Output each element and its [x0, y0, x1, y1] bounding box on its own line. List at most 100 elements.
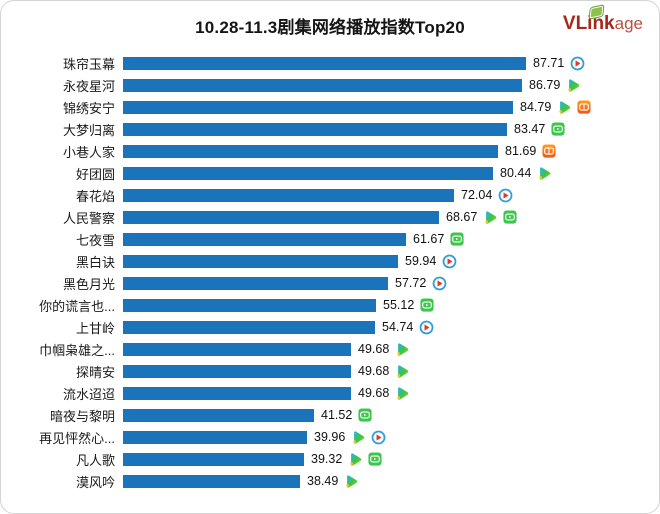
chart-row: 再见怦然心... 39.96: [13, 426, 651, 448]
bar: [123, 210, 439, 224]
bar-label: 人民警察: [62, 210, 115, 226]
youku-icon: [371, 430, 386, 445]
bar-value: 38.49: [307, 474, 339, 488]
chart-title: 10.28-11.3剧集网络播放指数Top20: [195, 18, 465, 37]
platform-icons: [358, 407, 373, 423]
chart-row: 凡人歌 39.32: [13, 448, 651, 470]
bar: [123, 166, 493, 180]
bar: [123, 78, 522, 92]
bar-value: 87.71: [533, 56, 565, 70]
platform-icons: [420, 297, 435, 313]
chart-row: 漠风吟 38.49: [13, 470, 651, 492]
bar-label: 好团圆: [75, 166, 115, 182]
bar-label: 巾帼枭雄之...: [39, 342, 115, 358]
tencent-video-icon: [566, 78, 581, 93]
bar: [123, 320, 375, 334]
bar-value: 81.69: [505, 144, 537, 158]
platform-icons: [570, 56, 585, 71]
bar-value: 84.79: [520, 100, 552, 114]
platform-icons: [483, 209, 518, 225]
youku-icon: [570, 56, 585, 71]
bar: [123, 364, 351, 378]
bar-value: 54.74: [382, 320, 414, 334]
bar: [123, 56, 526, 70]
platform-icons: [395, 364, 410, 379]
chart-row: 暗夜与黎明 41.52: [13, 404, 651, 426]
bar: [123, 430, 307, 444]
chart-row: 黑色月光 57.72: [13, 272, 651, 294]
iqiyi-icon: [450, 231, 465, 247]
bar-value: 57.72: [395, 276, 427, 290]
bar: [123, 452, 304, 466]
bar: [123, 408, 314, 422]
bar-label: 流水迢迢: [62, 386, 115, 402]
bar-label: 锦绣安宁: [62, 100, 115, 116]
bar-label: 漠风吟: [75, 474, 115, 490]
chart-row: 大梦归离 83.47: [13, 118, 651, 140]
bar-label: 你的谎言也...: [39, 298, 115, 314]
tencent-video-icon: [537, 166, 552, 181]
mango-tv-icon: [542, 143, 557, 159]
chart-row: 春花焰 72.04: [13, 184, 651, 206]
bar-value: 41.52: [321, 408, 353, 422]
bar-value: 61.67: [413, 232, 445, 246]
platform-icons: [432, 276, 447, 291]
bar: [123, 232, 406, 246]
bar: [123, 188, 454, 202]
logo-text-secondary: age: [614, 14, 643, 33]
iqiyi-icon: [503, 209, 518, 225]
bar-label: 上甘岭: [75, 320, 115, 336]
bar-value: 39.96: [314, 430, 346, 444]
tencent-video-icon: [395, 342, 410, 357]
bar: [123, 474, 300, 488]
bar: [123, 276, 388, 290]
chart-row: 探晴安 49.68: [13, 360, 651, 382]
bar-label: 小巷人家: [62, 144, 115, 160]
bar-value: 49.68: [358, 386, 390, 400]
youku-icon: [432, 276, 447, 291]
mango-tv-icon: [577, 99, 592, 115]
logo-text-primary: VLink: [562, 13, 615, 34]
bar: [123, 254, 398, 268]
chart-row: 小巷人家 81.69: [13, 140, 651, 162]
chart-row: 黑白诀 59.94: [13, 250, 651, 272]
bar-value: 80.44: [500, 166, 532, 180]
bar-value: 49.68: [358, 342, 390, 356]
bar-value: 59.94: [405, 254, 437, 268]
platform-icons: [551, 121, 566, 137]
tencent-video-icon: [483, 210, 498, 225]
bar: [123, 386, 351, 400]
platform-icons: [557, 99, 592, 115]
bar-value: 49.68: [358, 364, 390, 378]
bar-value: 72.04: [461, 188, 493, 202]
chart-row: 人民警察 68.67: [13, 206, 651, 228]
chart-rows: 珠帘玉幕 87.71 永夜星河 86.79 锦绣安宁 84.79 大梦归离 83…: [13, 52, 651, 492]
bar: [123, 100, 513, 114]
platform-icons: [542, 143, 557, 159]
youku-icon: [419, 320, 434, 335]
chart-row: 流水迢迢 49.68: [13, 382, 651, 404]
bar-label: 再见怦然心...: [39, 430, 115, 446]
bar: [123, 298, 376, 312]
chart-row: 永夜星河 86.79: [13, 74, 651, 96]
platform-icons: [450, 231, 465, 247]
bar-value: 83.47: [514, 122, 546, 136]
platform-icons: [566, 78, 581, 93]
bar-value: 68.67: [446, 210, 478, 224]
chart-row: 你的谎言也... 55.12: [13, 294, 651, 316]
youku-icon: [442, 254, 457, 269]
bar-label: 大梦归离: [62, 122, 115, 138]
platform-icons: [442, 254, 457, 269]
tencent-video-icon: [395, 364, 410, 379]
iqiyi-icon: [358, 407, 373, 423]
platform-icons: [395, 386, 410, 401]
tencent-video-icon: [348, 452, 363, 467]
bar-value: 39.32: [311, 452, 343, 466]
chart-row: 珠帘玉幕 87.71: [13, 52, 651, 74]
bar-label: 春花焰: [75, 188, 115, 204]
chart-row: 锦绣安宁 84.79: [13, 96, 651, 118]
tencent-video-icon: [351, 430, 366, 445]
platform-icons: [498, 188, 513, 203]
iqiyi-icon: [368, 451, 383, 467]
